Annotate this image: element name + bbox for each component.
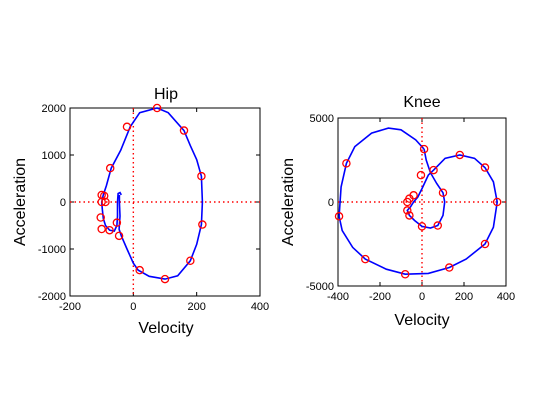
knee-ticks: -400 -200 0 200 400 -5000 0 5000 bbox=[306, 113, 515, 303]
knee-ytick-label: 5000 bbox=[310, 113, 334, 125]
hip-ytick-label: -2000 bbox=[38, 291, 66, 303]
hip-marker bbox=[186, 256, 195, 265]
hip-marker bbox=[160, 274, 170, 284]
hip-xtick-label: 0 bbox=[130, 301, 136, 313]
hip-marker bbox=[179, 126, 189, 135]
hip-marker bbox=[105, 163, 115, 173]
knee-chart-title: Knee bbox=[403, 94, 440, 111]
hip-xlabel: Velocity bbox=[138, 320, 193, 337]
hip-marker bbox=[105, 225, 114, 235]
knee-marker bbox=[400, 269, 410, 279]
hip-markers bbox=[96, 103, 207, 284]
hip-xtick-label: -200 bbox=[59, 301, 81, 313]
knee-plot-frame bbox=[337, 117, 507, 287]
knee-marker bbox=[445, 263, 454, 272]
knee-marker bbox=[438, 188, 448, 198]
knee-marker bbox=[419, 144, 429, 154]
knee-series-curve bbox=[338, 127, 499, 276]
knee-xtick-label: 200 bbox=[455, 291, 473, 303]
knee-xtick-label: -400 bbox=[327, 291, 349, 303]
knee-marker bbox=[480, 239, 490, 249]
knee-marker bbox=[416, 170, 426, 180]
knee-ytick-label: -5000 bbox=[306, 281, 334, 293]
knee-ylabel: Acceleration bbox=[280, 158, 297, 246]
hip-marker bbox=[198, 220, 207, 229]
knee-marker bbox=[492, 197, 502, 207]
hip-marker bbox=[114, 231, 124, 241]
hip-ytick-label: -1000 bbox=[38, 244, 66, 256]
knee-marker bbox=[361, 254, 370, 264]
hip-marker bbox=[122, 122, 132, 132]
knee-marker bbox=[334, 212, 344, 221]
knee-marker bbox=[403, 197, 412, 207]
hip-ytick-label: 2000 bbox=[42, 103, 66, 115]
knee-xtick-label: 400 bbox=[497, 291, 515, 303]
knee-marker bbox=[429, 165, 438, 175]
hip-xtick-label: 400 bbox=[251, 301, 269, 313]
knee-marker bbox=[433, 221, 442, 230]
knee-xtick-label: -200 bbox=[369, 291, 391, 303]
hip-marker bbox=[101, 197, 110, 207]
hip-marker bbox=[112, 218, 122, 227]
hip-ytick-label: 1000 bbox=[42, 150, 66, 162]
hip-chart-title: Hip bbox=[154, 86, 178, 103]
knee-marker bbox=[417, 222, 427, 231]
hip-ytick-label: 0 bbox=[60, 197, 66, 209]
hip-marker bbox=[135, 265, 144, 275]
knee-xlabel: Velocity bbox=[394, 312, 449, 329]
knee-ytick-label: 0 bbox=[328, 197, 334, 209]
knee-marker bbox=[405, 211, 414, 220]
knee-marker bbox=[480, 163, 490, 172]
hip-marker bbox=[152, 103, 162, 113]
hip-ylabel: Acceleration bbox=[12, 158, 29, 246]
knee-marker bbox=[342, 159, 351, 168]
hip-marker bbox=[197, 171, 206, 181]
knee-marker bbox=[455, 150, 465, 160]
hip-marker bbox=[96, 213, 105, 222]
knee-xtick-label: 0 bbox=[419, 291, 425, 303]
hip-xtick-label: 200 bbox=[187, 301, 205, 313]
knee-markers bbox=[334, 144, 502, 279]
hip-marker bbox=[97, 224, 106, 234]
hip-marker bbox=[97, 197, 106, 207]
knee-marker bbox=[403, 206, 412, 215]
